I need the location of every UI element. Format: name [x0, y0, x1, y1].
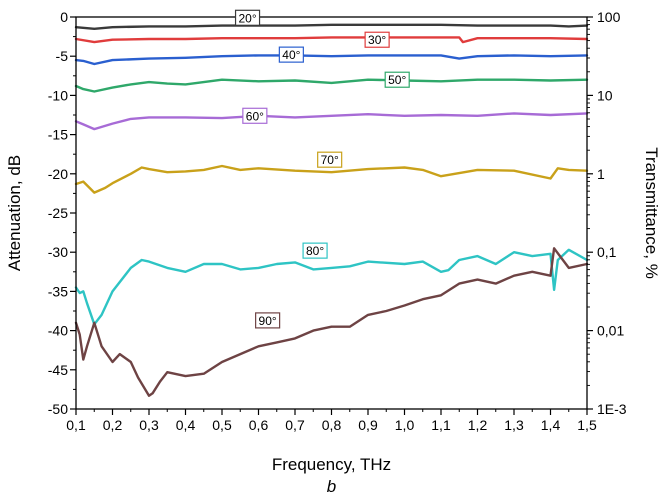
y-tick-label: -50: [48, 401, 68, 417]
x-tick-label: 0,3: [139, 417, 159, 433]
y2-tick-label: 0,01: [597, 323, 624, 339]
angle-label-box: [302, 242, 328, 259]
angle-label-2: 30°: [364, 31, 390, 48]
angle-label-5: 60°: [242, 107, 268, 124]
x-tick-label: 0,6: [249, 417, 269, 433]
x-tick-label: 0,5: [212, 417, 232, 433]
angle-label-box: [234, 9, 261, 26]
angle-label-text: 60°: [246, 109, 264, 123]
angle-label-text: 20°: [238, 11, 256, 25]
series-line-7: [74, 248, 589, 326]
y-tick-label: -10: [48, 87, 68, 103]
y2-tick-label: 1: [597, 166, 605, 182]
ticks-layer: 0,1 0,2 0,3 0,4 0,5 0,6 0,7 0,8 0,9 1,0 1,1 1,2 1,3 1…: [48, 9, 627, 433]
series-line-6: [74, 164, 589, 194]
angle-label-3: 40°: [278, 46, 304, 63]
y2-tick-label: 0,1: [597, 244, 617, 260]
angle-label-text: 80°: [306, 244, 324, 258]
series-layer: [74, 23, 589, 397]
angle-label-8: 90°: [255, 312, 281, 329]
angle-label-box: [278, 46, 304, 63]
angle-label-box: [255, 312, 281, 329]
x-tick-label: 1,5: [577, 417, 597, 433]
y-tick-label: -25: [48, 205, 68, 221]
series-line-1: [74, 23, 589, 30]
y-tick-label: -30: [48, 244, 68, 260]
angle-label-text: 50°: [388, 73, 406, 87]
y2-tick-label: 10: [597, 87, 613, 103]
y2-tick-label: 1E-3: [597, 401, 627, 417]
y-tick-label: -45: [48, 362, 68, 378]
angle-label-text: 70°: [321, 153, 339, 167]
series-line-5: [74, 112, 589, 131]
x-tick-label: 1,2: [468, 417, 488, 433]
angle-label-4: 50°: [384, 71, 410, 88]
angle-label-text: 40°: [282, 48, 300, 62]
x-tick-label: 0,9: [358, 417, 378, 433]
y2-axis-title: Transmittance, %: [642, 147, 661, 279]
series-line-8: [74, 247, 589, 397]
x-tick-label: 1,3: [504, 417, 524, 433]
series-line-4: [74, 78, 589, 93]
x-tick-label: 0,2: [103, 417, 123, 433]
angle-label-text: 30°: [368, 33, 386, 47]
x-tick-label: 0,7: [285, 417, 305, 433]
y-tick-label: -5: [56, 48, 69, 64]
x-tick-label: 1,1: [431, 417, 451, 433]
y-tick-label: -20: [48, 166, 68, 182]
x-tick-label: 0,8: [322, 417, 342, 433]
x-tick-label: 1,4: [541, 417, 561, 433]
series-line-2: [74, 36, 589, 44]
series-line-3: [74, 54, 589, 66]
plot-frame: [75, 16, 588, 410]
y-tick-label: -15: [48, 127, 68, 143]
x-tick-label: 0,4: [176, 417, 196, 433]
y-tick-label: -40: [48, 323, 68, 339]
x-tick-label: 0,1: [66, 417, 86, 433]
x-axis-title: Frequency, THz: [272, 455, 391, 474]
x-tick-label: 1,0: [395, 417, 415, 433]
y-tick-label: 0: [60, 9, 68, 25]
angle-label-box: [242, 107, 268, 124]
angle-label-6: 70°: [317, 151, 343, 168]
angle-label-box: [364, 31, 390, 48]
y-tick-label: -35: [48, 283, 68, 299]
angle-label-1: 20°: [234, 9, 261, 26]
angle-label-text: 90°: [259, 314, 277, 328]
angle-label-7: 80°: [302, 242, 328, 259]
angle-label-box: [317, 151, 343, 168]
figure-caption: b: [327, 477, 336, 496]
y2-tick-label: 100: [597, 9, 621, 25]
angle-labels-layer: 20° 30° 40° 50° 60° 70° 80° 90°: [234, 9, 410, 329]
angle-label-box: [384, 71, 410, 88]
y-axis-title: Attenuation, dB: [5, 155, 24, 271]
